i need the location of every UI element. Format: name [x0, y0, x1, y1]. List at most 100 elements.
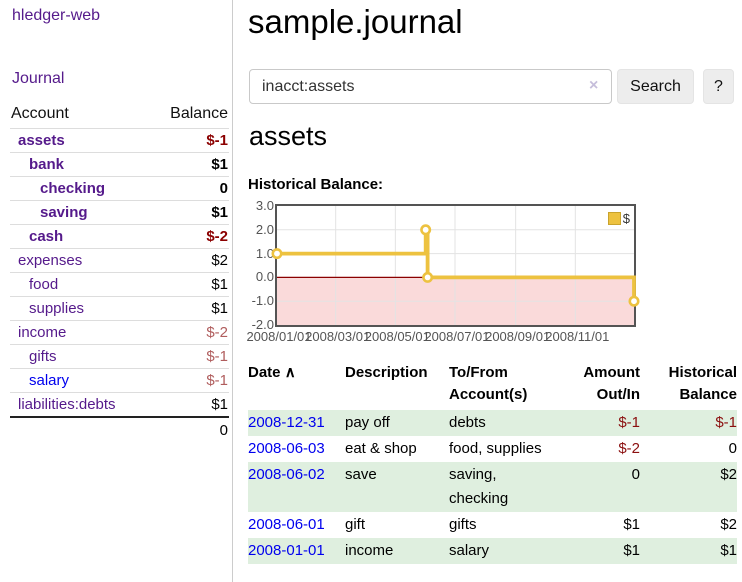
data-point-marker	[273, 249, 281, 257]
account-link[interactable]: cash	[29, 228, 63, 245]
account-link[interactable]: expenses	[18, 252, 82, 269]
main-content: sample.journal × Search ? assets Histori…	[248, 0, 742, 582]
account-link[interactable]: salary	[29, 372, 69, 389]
transaction-amount: $-1	[547, 410, 640, 436]
account-link[interactable]: income	[18, 324, 66, 341]
account-balance: $2	[150, 249, 229, 273]
search-input[interactable]	[249, 69, 612, 104]
accounts-table: Account Balance assets $-1 bank $1 check…	[10, 101, 229, 442]
account-link[interactable]: saving	[40, 204, 88, 221]
account-row: supplies $1	[10, 297, 229, 321]
account-row: expenses $2	[10, 249, 229, 273]
account-row: food $1	[10, 273, 229, 297]
register-row: 2008-01-01 income salary $1 $1	[248, 538, 737, 564]
account-row: liabilities:debts $1	[10, 393, 229, 418]
transaction-balance: $2	[640, 462, 737, 512]
transaction-amount: $1	[547, 512, 640, 538]
account-row: saving $1	[10, 201, 229, 225]
transaction-accounts: food, supplies	[449, 436, 547, 462]
data-point-marker	[421, 226, 429, 234]
transaction-balance: $2	[640, 512, 737, 538]
register-row: 2008-06-01 gift gifts $1 $2	[248, 512, 737, 538]
legend-label: $	[623, 211, 630, 226]
page-title: sample.journal	[248, 0, 742, 44]
transaction-date-link[interactable]: 2008-06-01	[248, 516, 325, 533]
account-link[interactable]: gifts	[29, 348, 57, 365]
sort-ascending-icon: ∧	[285, 364, 296, 381]
account-heading: assets	[249, 121, 327, 152]
y-tick-label: 1.0	[256, 247, 274, 261]
account-link[interactable]: liabilities:debts	[18, 396, 116, 413]
register-header-row: Date ∧ Description To/From Account(s) Am…	[248, 360, 737, 410]
account-balance: $-1	[150, 129, 229, 153]
transaction-date-link[interactable]: 2008-12-31	[248, 414, 325, 431]
chart-title: Historical Balance:	[248, 176, 383, 193]
accounts-header-row: Account Balance	[10, 101, 229, 129]
transaction-description: pay off	[345, 410, 449, 436]
account-balance: $1	[150, 297, 229, 321]
account-link[interactable]: food	[29, 276, 58, 293]
transaction-balance: $1	[640, 538, 737, 564]
account-row: checking 0	[10, 177, 229, 201]
clear-search-icon[interactable]: ×	[589, 77, 598, 95]
y-tick-label: 3.0	[256, 199, 274, 213]
account-balance: $1	[150, 201, 229, 225]
transaction-amount: $1	[547, 538, 640, 564]
y-axis: 3.02.01.00.0-1.0-2.0	[246, 200, 274, 332]
register-row: 2008-06-03 eat & shop food, supplies $-2…	[248, 436, 737, 462]
transaction-amount: $-2	[547, 436, 640, 462]
data-point-marker	[423, 273, 431, 281]
x-axis: 2008/01/012008/03/012008/05/012008/07/01…	[246, 330, 644, 345]
account-balance: $1	[150, 153, 229, 177]
account-balance: $-1	[150, 345, 229, 369]
amount-column-header: Amount Out/In	[547, 360, 640, 410]
data-point-marker	[630, 297, 638, 305]
help-button[interactable]: ?	[703, 69, 734, 104]
transaction-amount: 0	[547, 462, 640, 512]
y-tick-label: 0.0	[256, 270, 274, 284]
account-row: gifts $-1	[10, 345, 229, 369]
chart-legend: $	[608, 211, 630, 226]
balance-chart: 3.02.01.00.0-1.0-2.0 $ 2008/01/012008/03…	[246, 200, 644, 346]
transaction-description: eat & shop	[345, 436, 449, 462]
register-table: Date ∧ Description To/From Account(s) Am…	[248, 360, 737, 564]
transaction-accounts: salary	[449, 538, 547, 564]
sidebar: hledger-web Journal Account Balance asse…	[0, 0, 233, 582]
accounts-column-header: To/From Account(s)	[449, 360, 547, 410]
transaction-description: save	[345, 462, 449, 512]
transaction-description: income	[345, 538, 449, 564]
transaction-date-link[interactable]: 2008-01-01	[248, 542, 325, 559]
accounts-total: 0	[150, 417, 229, 442]
date-column-header[interactable]: Date ∧	[248, 360, 345, 410]
account-balance: $1	[150, 273, 229, 297]
chart-plot-svg	[277, 206, 634, 325]
account-balance: 0	[150, 177, 229, 201]
transaction-balance: 0	[640, 436, 737, 462]
transaction-date-link[interactable]: 2008-06-02	[248, 466, 325, 483]
search-button[interactable]: Search	[617, 69, 694, 104]
account-balance: $-2	[150, 321, 229, 345]
transaction-balance: $-1	[640, 410, 737, 436]
account-link[interactable]: bank	[29, 156, 64, 173]
balance-column-header: Historical Balance	[640, 360, 737, 410]
transaction-description: gift	[345, 512, 449, 538]
transaction-accounts: gifts	[449, 512, 547, 538]
account-balance: $-1	[150, 369, 229, 393]
account-row: assets $-1	[10, 129, 229, 153]
transaction-accounts: debts	[449, 410, 547, 436]
account-link[interactable]: supplies	[29, 300, 84, 317]
account-link[interactable]: assets	[18, 132, 65, 149]
nav-journal-link[interactable]: Journal	[12, 70, 64, 88]
y-tick-label: -1.0	[252, 294, 274, 308]
transaction-date-link[interactable]: 2008-06-03	[248, 440, 325, 457]
account-row: cash $-2	[10, 225, 229, 249]
brand-link[interactable]: hledger-web	[12, 7, 100, 25]
account-link[interactable]: checking	[40, 180, 105, 197]
register-row: 2008-12-31 pay off debts $-1 $-1	[248, 410, 737, 436]
accounts-total-row: 0	[10, 417, 229, 442]
plot-area: $	[275, 204, 636, 327]
x-tick-label: 2008/11/01	[537, 330, 617, 344]
transaction-accounts: saving, checking	[449, 462, 547, 512]
legend-swatch-icon	[608, 212, 621, 225]
description-column-header: Description	[345, 360, 449, 410]
